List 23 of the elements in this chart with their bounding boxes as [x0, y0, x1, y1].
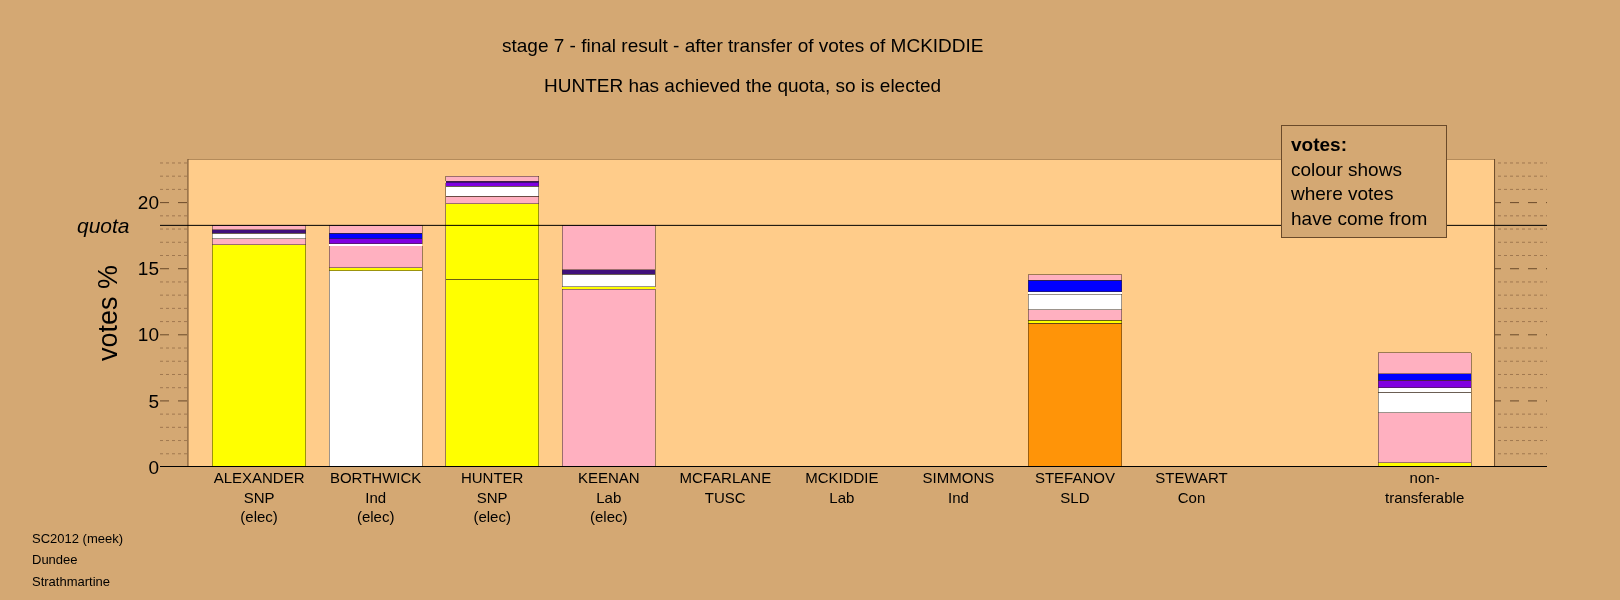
x-tick-label: SIMMONS Ind: [922, 469, 995, 506]
y-tick-label: 0: [148, 456, 159, 478]
x-tick-label: STEFANOV SLD: [1034, 469, 1115, 506]
x-tick-label: MCFARLANE TUSC: [679, 469, 772, 506]
ref-line-label: quota: [77, 214, 130, 237]
x-tick-label: ALEXANDER SNP (elec): [213, 469, 305, 525]
y-axis-title: votes %: [92, 264, 123, 362]
annotation: votes: colour shows where votes have come from: [1290, 134, 1438, 230]
x-tick-label: non- transferable: [1385, 469, 1465, 506]
y-tick-label: 10: [137, 324, 159, 346]
chart-subtitle: HUNTER has achieved the quota, so is elected: [544, 75, 942, 96]
x-tick-label: MCKIDDIE Lab: [805, 469, 879, 506]
x-tick-label: STEWART Con: [1155, 469, 1228, 506]
text: Strathmartine: [32, 574, 111, 589]
text: Dundee: [32, 552, 78, 567]
chart-title: stage 7 - final result - after transfer of votes of MCKIDDIE: [502, 35, 984, 56]
y-tick-label: 20: [137, 192, 159, 214]
x-tick-label: BORTHWICK Ind (elec): [329, 469, 422, 525]
y-tick-label: 5: [148, 390, 159, 412]
x-tick-label: KEENAN Lab (elec): [577, 469, 640, 525]
text: SC2012 (meek): [32, 531, 124, 546]
x-tick-label: HUNTER SNP (elec): [460, 469, 524, 525]
y-tick-label: 15: [137, 258, 159, 280]
